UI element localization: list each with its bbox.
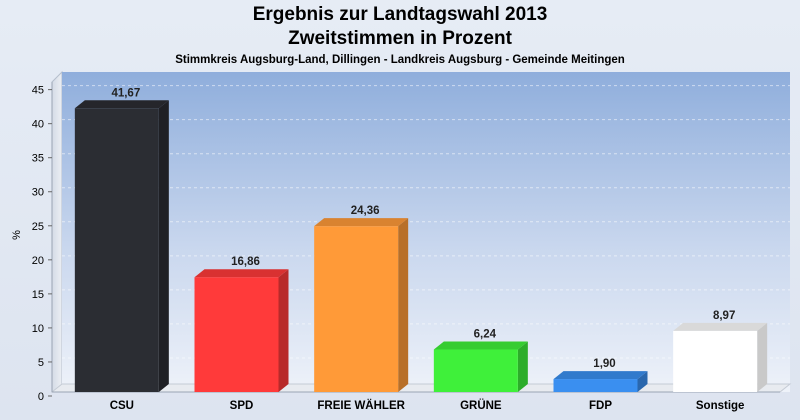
data-label: 41,67 (111, 87, 140, 99)
bar[interactable] (194, 277, 279, 392)
y-tick-label: 10 (32, 323, 44, 335)
chart-subtitle: Zweitstimmen in Prozent (288, 28, 512, 49)
bar[interactable] (433, 349, 518, 392)
y-tick-label: 25 (32, 221, 44, 233)
y-tick-label: 45 (32, 85, 44, 97)
data-label: 6,24 (474, 329, 497, 341)
y-axis-label: % (11, 230, 23, 240)
bar-side (757, 322, 768, 392)
data-label: 8,97 (713, 310, 735, 322)
bar[interactable] (553, 379, 638, 392)
plot-area (62, 72, 790, 392)
x-tick-label: Sonstige (696, 400, 745, 412)
plot-side-wall (51, 70, 63, 393)
x-tick-label: CSU (110, 400, 134, 412)
bar-top (314, 218, 409, 227)
x-tick-label: SPD (230, 400, 254, 412)
data-label: 1,90 (593, 358, 615, 370)
y-tick-label: 15 (32, 289, 44, 301)
chart-location-subtitle: Stimmkreis Augsburg-Land, Dillingen - La… (175, 54, 625, 66)
data-label: 24,36 (351, 205, 380, 217)
bar-fdp[interactable] (553, 371, 648, 392)
bar-sonstige[interactable] (673, 322, 768, 392)
y-tick-label: 20 (32, 255, 44, 267)
bar[interactable] (74, 108, 159, 392)
x-tick-label: FREIE WÄHLER (317, 399, 405, 412)
y-tick-label: 30 (32, 187, 44, 199)
bar-top (553, 371, 648, 380)
bar-top (194, 269, 289, 278)
y-tick-label: 0 (38, 391, 44, 403)
bar-freie-w-hler[interactable] (314, 218, 409, 392)
bar[interactable] (673, 330, 758, 392)
bar-side (158, 100, 169, 392)
bar-csu[interactable] (74, 100, 169, 392)
bar-gr-ne[interactable] (433, 341, 528, 392)
bar-side (637, 371, 648, 392)
x-tick-label: GRÜNE (460, 399, 502, 412)
chart-title: Ergebnis zur Landtagswahl 2013 (252, 4, 548, 25)
data-label: 16,86 (231, 256, 260, 268)
bar-top (74, 100, 169, 109)
bar[interactable] (314, 226, 399, 392)
y-tick-label: 40 (32, 119, 44, 131)
bar-side (398, 218, 409, 392)
y-tick-label: 35 (32, 153, 44, 165)
bar-side (517, 341, 528, 392)
bar-side (278, 269, 289, 392)
y-tick-label: 5 (38, 357, 44, 369)
bar-top (673, 322, 768, 331)
bar-spd[interactable] (194, 269, 289, 392)
x-tick-label: FDP (589, 400, 612, 412)
bar-top (433, 341, 528, 350)
